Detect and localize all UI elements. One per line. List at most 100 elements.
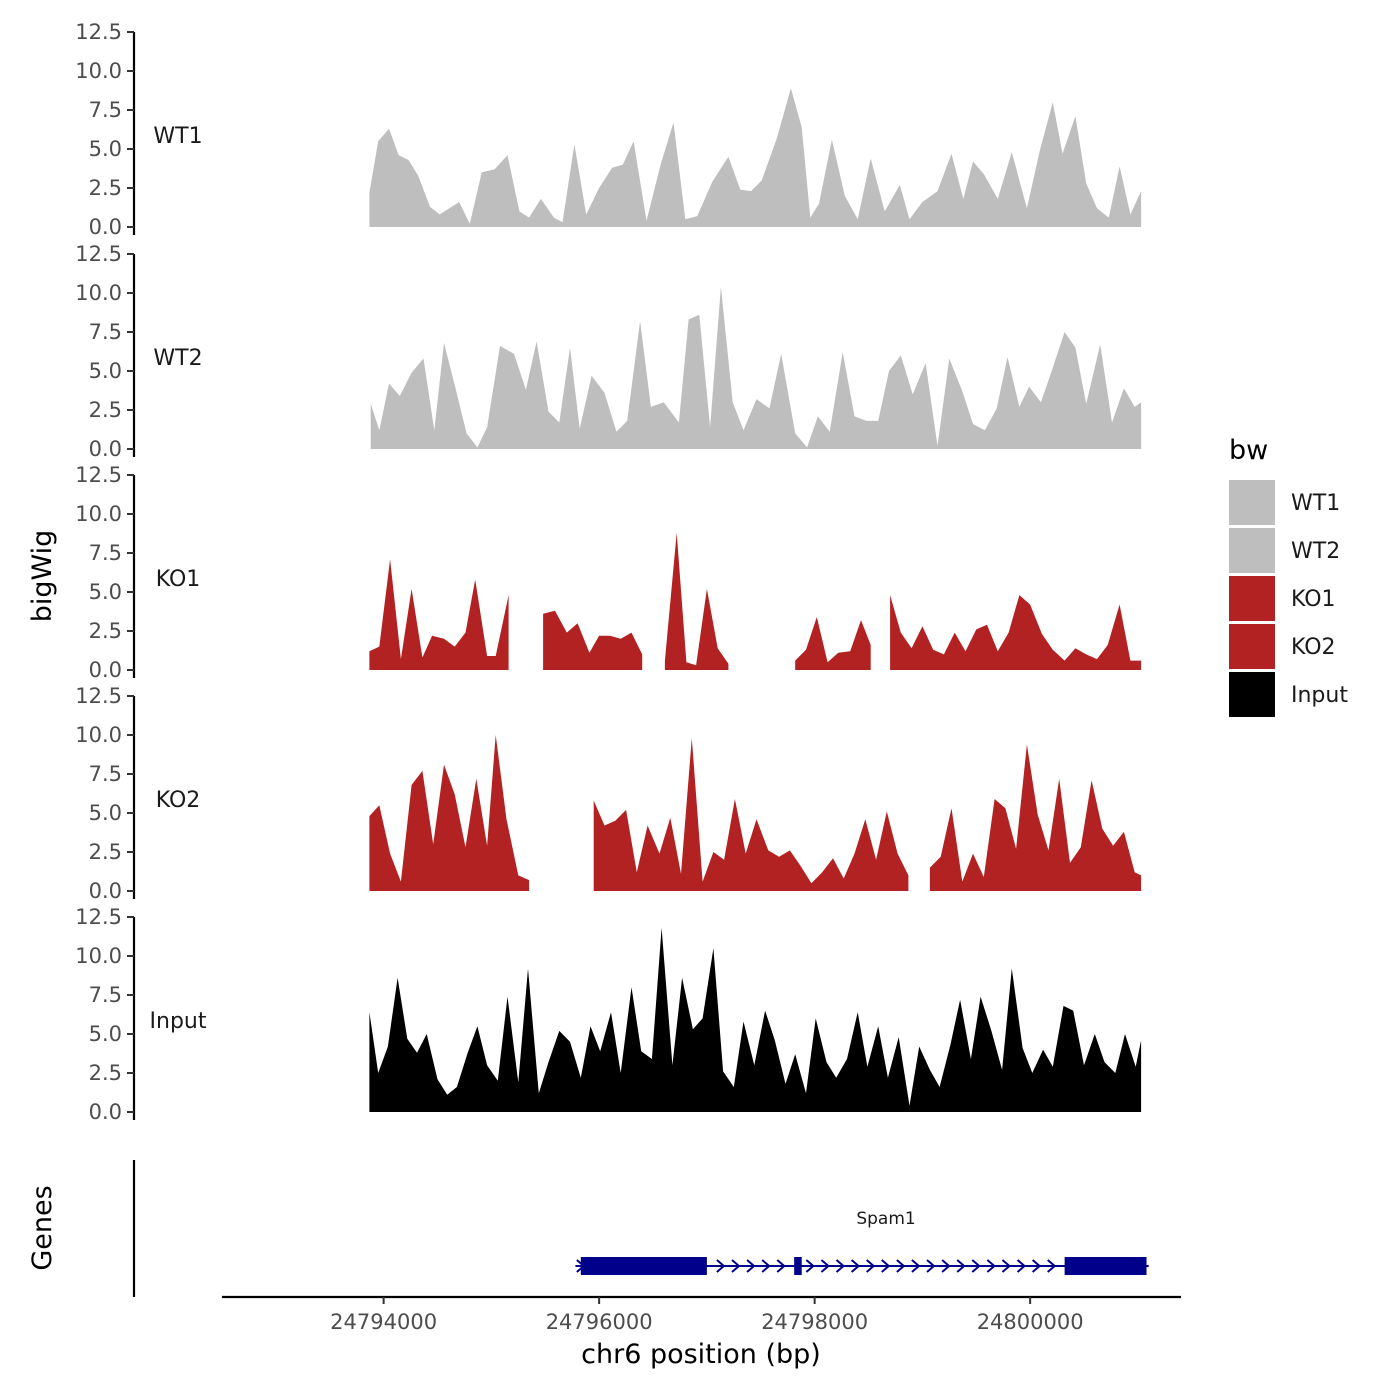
strand-arrow-21	[1031, 1259, 1042, 1273]
legend-swatch-ko1	[1229, 576, 1275, 621]
legend-label-ko2: KO2	[1291, 635, 1336, 660]
strand-arrow-8	[835, 1259, 846, 1273]
legend-swatch-input	[1229, 672, 1275, 717]
y-tick-label-wt2-5: 12.5	[75, 242, 122, 266]
gene-exon-1	[794, 1257, 802, 1275]
y-tick-label-wt2-0: 0.0	[89, 437, 122, 461]
x-axis: 24794000 24796000 24798000 24800000	[222, 1295, 1181, 1334]
legend-label-wt1: WT1	[1291, 491, 1340, 516]
legend-label-input: Input	[1291, 683, 1348, 708]
strand-arrow-17	[971, 1259, 981, 1273]
strand-arrow-1	[716, 1259, 726, 1273]
track-panel-wt2: 0.0 2.5 5.0 7.5 10.0 12.5 WT2	[75, 242, 1142, 461]
y-tick-label-wt1-2: 5.0	[89, 137, 122, 161]
strand-arrow-9	[850, 1259, 861, 1273]
legend-swatch-ko2	[1229, 624, 1275, 669]
y-tick-label-input-2: 5.0	[89, 1022, 122, 1046]
y-tick-label-ko1-3: 7.5	[89, 541, 122, 565]
y-tick-label-ko2-0: 0.0	[89, 879, 122, 903]
legend-swatch-wt1	[1229, 480, 1275, 525]
track-label-ko2: KO2	[156, 788, 201, 813]
gene-name-label: Spam1	[856, 1209, 915, 1229]
legend: bw WT1 WT2 KO1 KO2 Input	[1229, 435, 1348, 717]
y-tick-label-wt1-1: 2.5	[89, 176, 122, 200]
y-tick-label-wt1-0: 0.0	[89, 215, 122, 239]
track-label-ko1: KO1	[156, 567, 201, 592]
y-tick-label-input-4: 10.0	[75, 944, 122, 968]
area-wt1-segment-0	[369, 88, 1142, 227]
y-tick-label-ko2-3: 7.5	[89, 762, 122, 786]
y-tick-label-ko2-1: 2.5	[89, 840, 122, 864]
strand-arrow-20	[1016, 1259, 1027, 1273]
legend-label-wt2: WT2	[1291, 539, 1340, 564]
track-label-wt1: WT1	[153, 124, 202, 149]
y-tick-label-wt1-5: 12.5	[75, 20, 122, 44]
x-tick-label-2: 24798000	[761, 1310, 868, 1334]
y-tick-label-wt2-3: 7.5	[89, 320, 122, 344]
x-tick-label-1: 24796000	[546, 1310, 653, 1334]
track-label-input: Input	[150, 1009, 207, 1034]
y-tick-label-ko1-5: 12.5	[75, 463, 122, 487]
legend-title: bw	[1229, 435, 1268, 466]
area-ko2-segment-0	[369, 735, 530, 891]
strand-arrow-19	[1001, 1259, 1011, 1273]
strand-arrow-14	[926, 1259, 936, 1273]
area-ko2-segment-2	[593, 738, 909, 891]
strand-arrow-7	[820, 1259, 830, 1273]
y-tick-label-wt2-4: 10.0	[75, 281, 122, 305]
strand-arrow-6	[805, 1259, 815, 1273]
strand-arrow-12	[896, 1259, 906, 1273]
y-tick-label-ko1-1: 2.5	[89, 619, 122, 643]
strand-arrow-15	[941, 1259, 951, 1273]
track-panels: 0.0 2.5 5.0 7.5 10.0 12.5 WT1 0.0 2.5 5.0 7.5 10.0 1…	[75, 20, 1142, 1124]
y-tick-label-input-3: 7.5	[89, 983, 122, 1007]
area-ko1-segment-1	[543, 610, 643, 670]
track-panel-ko2: 0.0 2.5 5.0 7.5 10.0 12.5 KO2	[75, 684, 1142, 903]
genes-axis-title: Genes	[27, 1185, 58, 1270]
y-tick-label-input-0: 0.0	[89, 1100, 122, 1124]
strand-arrow-4	[761, 1259, 771, 1273]
y-tick-label-ko2-5: 12.5	[75, 684, 122, 708]
y-tick-label-ko2-2: 5.0	[89, 801, 122, 825]
area-input-segment-0	[369, 927, 1142, 1112]
x-tick-label-3: 24800000	[977, 1310, 1084, 1334]
y-tick-label-ko1-2: 5.0	[89, 580, 122, 604]
legend-label-ko1: KO1	[1291, 587, 1336, 612]
gene-track: Spam1	[132, 1160, 1149, 1297]
track-panel-input: 0.0 2.5 5.0 7.5 10.0 12.5 Input	[75, 905, 1142, 1124]
y-axis-title: bigWig	[27, 530, 58, 623]
y-tick-label-wt2-1: 2.5	[89, 398, 122, 422]
strand-arrow-18	[986, 1259, 996, 1273]
area-ko1-segment-0	[369, 559, 509, 670]
strand-arrow-3	[746, 1259, 756, 1273]
y-tick-label-wt2-2: 5.0	[89, 359, 122, 383]
area-wt2-segment-0	[370, 286, 1142, 449]
track-panel-wt1: 0.0 2.5 5.0 7.5 10.0 12.5 WT1	[75, 20, 1142, 239]
y-tick-label-input-5: 12.5	[75, 905, 122, 929]
y-tick-label-ko1-0: 0.0	[89, 658, 122, 682]
x-tick-label-0: 24794000	[330, 1310, 437, 1334]
strand-arrow-5	[776, 1259, 786, 1273]
strand-arrow-10	[866, 1259, 876, 1273]
gene-spam1: Spam1	[575, 1209, 1149, 1275]
strand-arrow-13	[911, 1259, 921, 1273]
x-axis-title: chr6 position (bp)	[581, 1339, 821, 1370]
strand-arrow-22	[1047, 1259, 1057, 1273]
strand-arrow-11	[881, 1259, 891, 1273]
area-ko1-segment-4	[795, 617, 871, 670]
y-tick-label-wt1-3: 7.5	[89, 98, 122, 122]
legend-swatch-wt2	[1229, 528, 1275, 573]
track-panel-ko1: 0.0 2.5 5.0 7.5 10.0 12.5 KO1	[75, 463, 1142, 682]
strand-arrow-2	[731, 1259, 741, 1273]
y-tick-label-ko2-4: 10.0	[75, 723, 122, 747]
y-tick-label-ko1-4: 10.0	[75, 502, 122, 526]
y-tick-label-input-1: 2.5	[89, 1061, 122, 1085]
track-label-wt2: WT2	[153, 346, 202, 371]
gene-exon-2	[1064, 1257, 1147, 1275]
strand-arrow-16	[956, 1259, 966, 1273]
area-ko1-segment-5	[890, 595, 1142, 670]
area-ko2-segment-3	[929, 744, 1142, 891]
area-ko1-segment-2	[664, 532, 729, 670]
